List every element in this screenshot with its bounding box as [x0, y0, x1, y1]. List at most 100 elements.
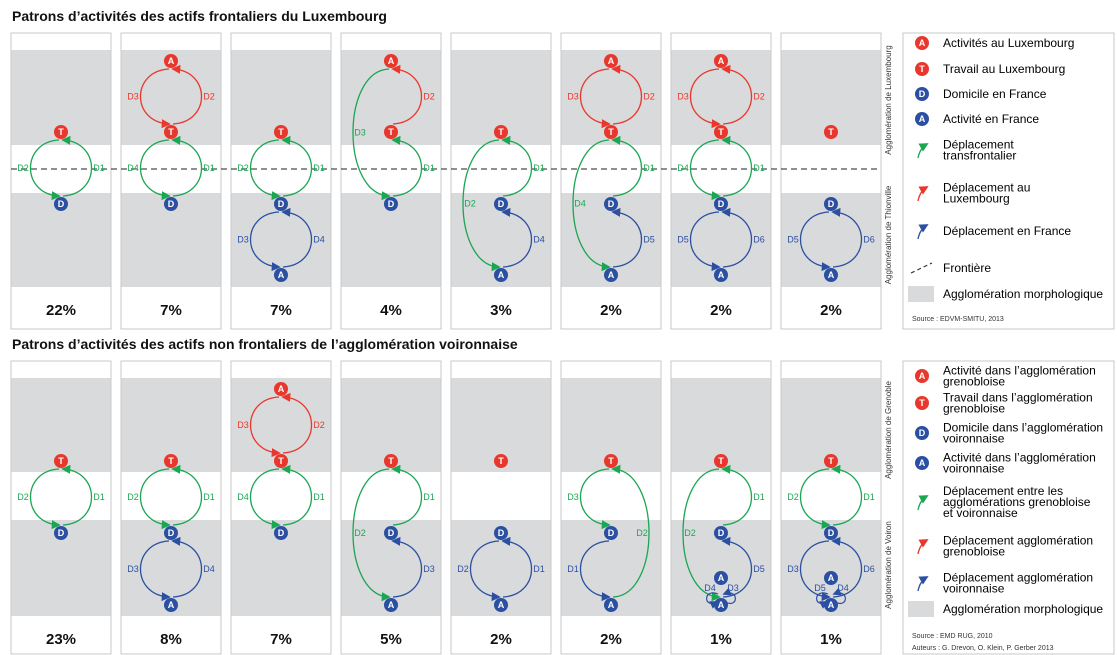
panel-2-6-node-d-2 — [604, 526, 618, 540]
legend-2-item-5-arrow-icon — [917, 495, 929, 511]
panel-2-7-trip-2-label: D5 — [753, 564, 765, 574]
panel-1-6-trip-1-left-label: D3 — [567, 92, 579, 102]
panel-1-2-node-a-1 — [164, 54, 178, 68]
legend-1-item-2-icon-letter: T — [919, 64, 925, 74]
legend-1-item-9-box-icon — [908, 286, 934, 302]
legend-1-item-4-label-1: Activité en France — [943, 112, 1039, 126]
panel-1-8-trip-1-right-label: D6 — [863, 235, 875, 245]
panel-1-4-trip-2-label: D1 — [423, 163, 435, 173]
panel-2-5-node-a-3 — [494, 598, 508, 612]
legend-2-item-3-icon-letter: D — [919, 428, 926, 438]
panel-2-4-trip-2 — [391, 536, 423, 598]
panel-2-8-trip-3-left — [816, 592, 829, 609]
legend-2-item-5-label-3: et voironnaise — [943, 506, 1018, 520]
panel-1-3-trip-2-left-label: D3 — [237, 235, 249, 245]
panel-1-7-trip-2-left — [689, 139, 721, 201]
panel-2-2-trip-1-left-label: D2 — [127, 492, 139, 502]
panel-2-8-node-a-3 — [824, 598, 838, 612]
panel-1-5-trip-2-label: D4 — [533, 235, 545, 245]
panel-1-6-node-d-3 — [604, 197, 618, 211]
panel-1-4-percentage: 4% — [380, 302, 402, 319]
panel-1-4-node-t-2 — [384, 125, 398, 139]
legend-2-item-3-icon — [915, 426, 929, 440]
panel-2-2-node-t-1-letter: T — [168, 456, 174, 466]
panel-2-5-node-t-1 — [494, 454, 508, 468]
panel-1-5-trip-1 — [501, 135, 533, 197]
panel-1-6-node-a-4 — [604, 268, 618, 282]
panel-2-2-trip-1-left — [139, 468, 171, 530]
panel-2-6-percentage: 2% — [600, 631, 622, 648]
panel-2-8-node-t-1 — [824, 454, 838, 468]
panel-2-3-trip-1-left-label: D3 — [237, 420, 249, 430]
panel-1-7-trip-3-right-label: D6 — [753, 235, 765, 245]
legend-2-item-2-icon-letter: T — [919, 398, 925, 408]
panel-2-3-node-t-2-letter: T — [278, 456, 284, 466]
panel-1-4-trip-3 — [352, 68, 391, 201]
panel-1-4-trip-1-label: D2 — [423, 92, 435, 102]
legend-1-item-1-label-1: Activités au Luxembourg — [943, 36, 1074, 50]
panel-1-4-node-t-2-letter: T — [388, 127, 394, 137]
legend-1-item-8-label-1: Frontière — [943, 261, 991, 275]
panel-2-5-trip-1-left — [469, 540, 501, 602]
panel-2-3-percentage: 7% — [270, 631, 292, 648]
legend-2-item-3-label-1: Domicile dans l’agglomération — [943, 421, 1103, 435]
panel-1-5-node-d-2 — [494, 197, 508, 211]
panel-2-8-trip-3-right — [832, 587, 846, 605]
legend-2-item-3-label-2: voironnaise — [943, 432, 1005, 446]
panel-2-7-node-d-2-letter: D — [718, 528, 725, 538]
panel-1-7-node-d-3-letter: D — [718, 199, 725, 209]
panel-1-2-trip-1-right-label: D2 — [203, 92, 215, 102]
legend-2-item-7-label-2: voironnaise — [943, 582, 1005, 596]
panel-1-8-trip-1-left — [799, 211, 831, 272]
panel-1-2-node-a-1-letter: A — [168, 56, 175, 66]
legend-2-item-4-label-1: Activité dans l’agglomération — [943, 451, 1096, 465]
panel-2-3-node-d-3-letter: D — [278, 528, 285, 538]
panel-1-4-node-d-3 — [384, 197, 398, 211]
panel-2-5-trip-1-right-label: D1 — [533, 564, 545, 574]
panel-2-8-trip-3-right-label: D4 — [837, 583, 849, 593]
panel-2-2-node-d-2 — [164, 526, 178, 540]
legend-1-item-2: T Travail au Luxembourg — [915, 62, 1065, 76]
panel-2-7-trip-3 — [682, 468, 721, 602]
panel-1-3-node-t-1 — [274, 125, 288, 139]
legend-2-item-7-label-1: Déplacement agglomération — [943, 571, 1093, 585]
panel-2-3-node-d-3 — [274, 526, 288, 540]
panel-2-1-percentage: 23% — [46, 631, 76, 648]
panel-2-2-trip-2-left — [139, 540, 171, 602]
panel-2-7-percentage: 1% — [710, 631, 732, 648]
panel-1-7-node-t-2 — [714, 125, 728, 139]
panel-1-4-node-d-3-letter: D — [388, 199, 395, 209]
panel-1-6-trip-3 — [611, 207, 643, 268]
panel-2-5-trip-1-right — [501, 536, 533, 598]
panel-1-4-trip-1 — [391, 64, 423, 125]
panel-2-4-trip-3-label: D2 — [354, 528, 366, 538]
legend-2-item-1-icon-letter: A — [919, 371, 926, 381]
source-2-2: Auteurs : G. Drevon, O. Klein, P. Gerber… — [912, 645, 1054, 652]
panel-2-3-trip-2-right — [281, 464, 313, 526]
panel-1-7-percentage: 2% — [710, 302, 732, 319]
panel-1-7-trip-1-left — [689, 68, 721, 129]
panel-1-6-node-a-1-letter: A — [608, 56, 615, 66]
panel-1-3-node-t-1-letter: T — [278, 127, 284, 137]
panel-1-6-trip-3-label: D5 — [643, 235, 655, 245]
panel-1-8-percentage: 2% — [820, 302, 842, 319]
legend-1-item-6-label-2: Luxembourg — [943, 192, 1010, 206]
panel-2-2-node-a-3-letter: A — [168, 600, 175, 610]
panel-2-2-trip-1-right-label: D1 — [203, 492, 215, 502]
panel-1-8-node-a-3-letter: A — [828, 270, 835, 280]
panel-2-4-node-d-2-letter: D — [388, 528, 395, 538]
panel-1-7-node-t-2-letter: T — [718, 127, 724, 137]
panel-1-7-trip-3-left — [689, 211, 721, 272]
legend-2-item-7-arrow-icon — [917, 576, 929, 592]
panel-2-4-trip-1 — [391, 464, 423, 526]
legend-1-item-4-icon — [915, 112, 929, 126]
panel-1-6-trip-1-right-label: D2 — [643, 92, 655, 102]
panel-1-3-trip-2-right — [281, 207, 313, 268]
legend-1-item-7-label-1: Déplacement en France — [943, 224, 1071, 238]
panel-2-2-trip-1-right — [171, 464, 203, 526]
